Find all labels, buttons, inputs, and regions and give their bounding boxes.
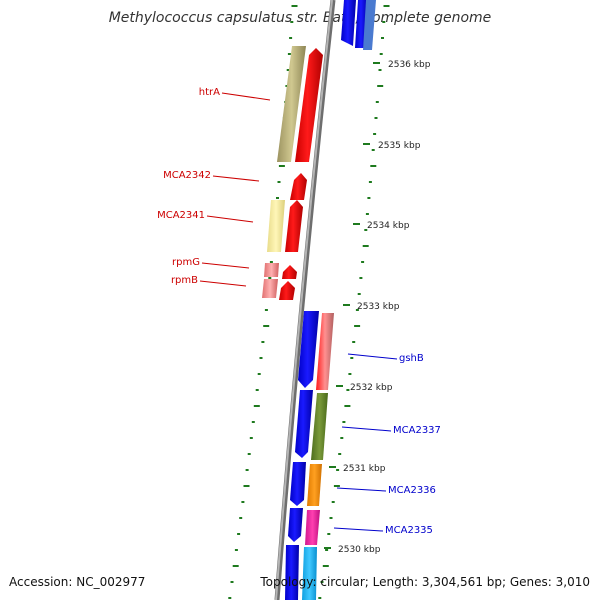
gene-gshB [298,311,319,388]
gene-MCA2337-cog [311,393,328,460]
genome-backbone-highlight [275,0,333,600]
scale-label: 2535 kbp [378,141,421,151]
gene-htrA [295,48,323,162]
gene-rpmB-cog [262,279,278,298]
forward-gene-labels: htrA MCA2342 MCA2341 rpmG rpmB [157,87,271,287]
forward-strand-genes [262,46,323,300]
scale-label: 2536 kbp [388,60,431,70]
gene-rpmB [279,281,295,300]
gene-label-rpmG: rpmG [172,257,200,268]
gene-partial-bottom [285,545,299,600]
scale-label: 2533 kbp [357,302,400,312]
gene-MCA2336 [290,462,306,506]
gene-label-MCA2341: MCA2341 [157,210,205,221]
gene-MCA2335-cog [305,510,320,545]
scale-labels: 2536 kbp 2535 kbp 2534 kbp 2533 kbp 2532… [338,60,431,555]
reverse-strand-genes [285,311,334,600]
gene-label-htrA: htrA [199,87,220,98]
gene-MCA2341-cog [267,200,285,252]
reverse-gene-labels: gshB MCA2337 MCA2336 MCA2335 [333,353,441,536]
scale-label: 2530 kbp [338,545,381,555]
top-partial-genes [341,0,376,50]
gene-label-MCA2342: MCA2342 [163,170,211,181]
genome-title: Methylococcus capsulatus str. Bath, comp… [108,10,492,26]
gene-rpmG [282,265,297,279]
gene-label-gshB: gshB [399,353,424,364]
scale-label: 2531 kbp [343,464,386,474]
gene-partial-bottom-cog [302,547,317,600]
scale-label-ticks [324,62,380,549]
gene-MCA2335 [288,508,303,542]
gene-label-MCA2337: MCA2337 [393,425,441,436]
accession-text: Accession: NC_002977 [9,575,146,589]
outer-tick-ring [318,5,390,599]
scale-label: 2532 kbp [350,383,393,393]
gene-MCA2342 [290,173,307,200]
gene-label-MCA2335: MCA2335 [385,525,433,536]
gene-label-MCA2336: MCA2336 [388,485,436,496]
gene-MCA2336-cog [307,464,322,506]
genome-summary-text: Topology: circular; Length: 3,304,561 bp… [260,575,590,589]
gene-gshB-cog [316,313,334,390]
gene-rpmG-cog [264,263,279,277]
gene-label-rpmB: rpmB [171,275,198,286]
gene-htrA-cog [277,46,306,162]
gene-MCA2337 [295,390,313,458]
gene-MCA2341 [285,200,303,252]
scale-label: 2534 kbp [367,221,410,231]
